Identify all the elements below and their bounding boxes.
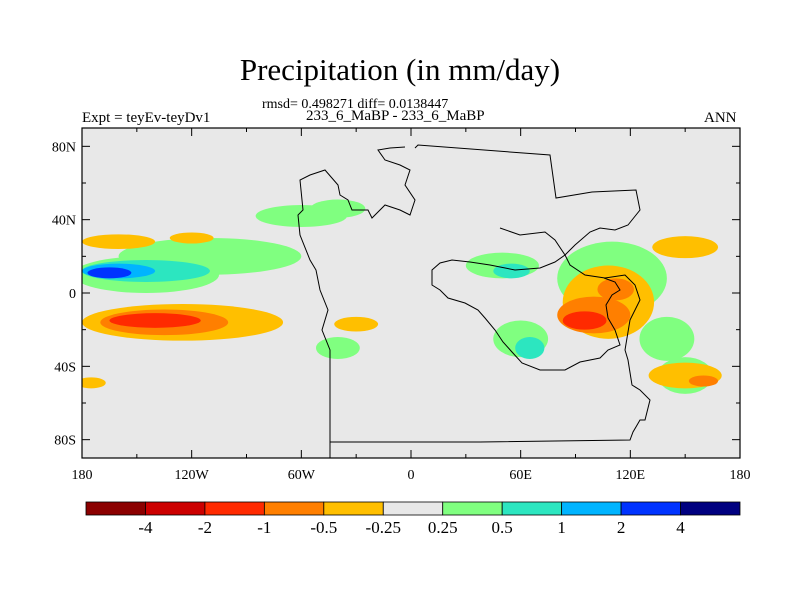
- x-tick-label: 0: [408, 468, 415, 483]
- field-region-18: [515, 337, 545, 359]
- field-region-5: [315, 337, 360, 359]
- chart-title: Precipitation (in mm/day): [239, 52, 561, 87]
- field-region-28: [688, 375, 719, 387]
- colorbar-label: -4: [138, 518, 153, 537]
- y-tick-label: 40N: [52, 214, 76, 229]
- colorbar-box: [145, 501, 206, 516]
- field-region-4: [310, 199, 366, 218]
- field-region-6: [82, 234, 156, 250]
- y-tick-label: 40S: [54, 360, 76, 375]
- field-region-23: [652, 236, 719, 259]
- y-tick-label: 0: [69, 287, 76, 302]
- colorbar-box: [323, 501, 384, 516]
- field-region-14: [334, 316, 379, 332]
- colorbar-box: [85, 501, 146, 516]
- field-region-10: [87, 267, 132, 279]
- field-region-27: [562, 311, 607, 330]
- x-tick-label: 180: [730, 468, 751, 483]
- colorbar-box: [204, 501, 265, 516]
- season-label: ANN: [704, 110, 737, 126]
- field-region-20: [639, 316, 695, 361]
- stats-line: rmsd= 0.498271 diff= 0.0138447: [262, 97, 449, 112]
- colorbar-label: 4: [676, 518, 685, 537]
- continent-outline: [297, 144, 651, 458]
- colorbar-box: [382, 501, 444, 516]
- colorbar-label: -0.5: [310, 518, 337, 537]
- colorbar-label: 0.5: [492, 518, 513, 537]
- field-region-26: [597, 278, 634, 301]
- coastline-west-continent: [297, 146, 416, 458]
- x-tick-label: 180: [72, 468, 93, 483]
- cases-line: 233_6_MaBP - 233_6_MaBP: [306, 108, 485, 124]
- coastline-east-continent: [329, 144, 651, 458]
- field-region-29: [82, 377, 106, 389]
- field-region-7: [169, 232, 214, 244]
- colorbar-label: -2: [198, 518, 212, 537]
- colorbar-box: [442, 501, 503, 516]
- field-region-13: [109, 313, 201, 328]
- colorbar-box: [561, 501, 622, 516]
- colorbar-label: 0.25: [428, 518, 458, 537]
- experiment-label: Expt = teyEv-teyDv1: [82, 110, 211, 126]
- field-region-16: [493, 263, 530, 279]
- y-tick-label: 80N: [52, 140, 76, 155]
- colorbar-label: -1: [257, 518, 271, 537]
- colorbar-label: 1: [557, 518, 566, 537]
- x-tick-label: 120W: [175, 468, 210, 483]
- colorbar-box: [501, 501, 563, 516]
- coastline-east-inner: [431, 227, 621, 371]
- colorbar-label: 2: [617, 518, 626, 537]
- colorbar-box: [263, 501, 325, 516]
- colorbar-box: [620, 501, 681, 516]
- colorbar-box: [680, 501, 741, 516]
- y-tick-label: 80S: [54, 434, 76, 449]
- x-tick-label: 60E: [509, 468, 532, 483]
- colorbar-label: -0.25: [366, 518, 401, 537]
- x-tick-label: 120E: [616, 468, 646, 483]
- x-tick-label: 60W: [288, 468, 316, 483]
